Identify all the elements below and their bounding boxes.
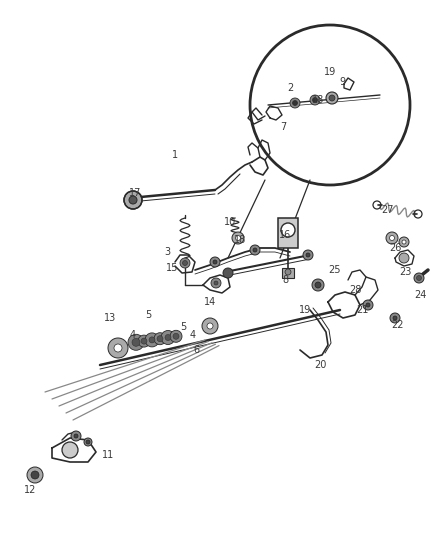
Text: 16: 16 <box>278 230 290 240</box>
Polygon shape <box>281 268 293 278</box>
Text: 15: 15 <box>166 263 178 273</box>
Text: 27: 27 <box>381 205 393 215</box>
Text: 26: 26 <box>388 243 400 253</box>
Circle shape <box>114 344 122 352</box>
Circle shape <box>213 281 218 285</box>
Text: 3: 3 <box>163 247 170 257</box>
Text: 12: 12 <box>24 485 36 495</box>
Text: 18: 18 <box>311 95 323 105</box>
Circle shape <box>309 95 319 105</box>
Circle shape <box>365 303 369 307</box>
Text: 23: 23 <box>398 267 410 277</box>
Circle shape <box>385 232 397 244</box>
Circle shape <box>398 237 408 247</box>
Circle shape <box>86 440 90 444</box>
Circle shape <box>314 282 320 288</box>
Circle shape <box>231 232 244 244</box>
Circle shape <box>145 333 159 347</box>
Circle shape <box>416 276 420 280</box>
Text: 14: 14 <box>203 297 215 307</box>
Circle shape <box>280 223 294 237</box>
Circle shape <box>165 335 171 341</box>
Circle shape <box>27 467 43 483</box>
Circle shape <box>389 313 399 323</box>
Circle shape <box>154 333 166 345</box>
Circle shape <box>212 260 216 264</box>
Text: 10: 10 <box>223 217 236 227</box>
Circle shape <box>302 250 312 260</box>
Circle shape <box>124 191 141 209</box>
Circle shape <box>74 434 78 438</box>
Circle shape <box>207 323 212 329</box>
Circle shape <box>311 279 323 291</box>
Circle shape <box>129 196 137 204</box>
Circle shape <box>132 338 140 346</box>
Text: 4: 4 <box>130 330 136 340</box>
Circle shape <box>305 253 309 257</box>
Circle shape <box>148 337 155 343</box>
Text: 28: 28 <box>348 285 360 295</box>
Circle shape <box>252 248 256 252</box>
Circle shape <box>223 268 233 278</box>
Text: 19: 19 <box>298 305 311 315</box>
Circle shape <box>141 338 147 344</box>
Circle shape <box>325 92 337 104</box>
Text: 21: 21 <box>355 305 367 315</box>
Circle shape <box>392 316 396 320</box>
Circle shape <box>292 101 297 106</box>
Circle shape <box>389 236 394 240</box>
Circle shape <box>180 258 190 268</box>
Circle shape <box>413 273 423 283</box>
Text: 19: 19 <box>323 67 336 77</box>
Text: 4: 4 <box>190 330 196 340</box>
Text: 13: 13 <box>104 313 116 323</box>
Circle shape <box>284 269 290 275</box>
Circle shape <box>161 330 175 344</box>
Circle shape <box>290 98 299 108</box>
Text: 18: 18 <box>233 235 246 245</box>
Text: 20: 20 <box>313 360 325 370</box>
Text: 1: 1 <box>172 150 178 160</box>
Text: 8: 8 <box>281 275 287 285</box>
Circle shape <box>84 438 92 446</box>
Circle shape <box>31 471 39 479</box>
Text: 17: 17 <box>128 188 141 198</box>
Circle shape <box>362 300 372 310</box>
Text: 5: 5 <box>180 322 186 332</box>
Text: 6: 6 <box>192 345 198 355</box>
Circle shape <box>182 261 187 265</box>
Text: 22: 22 <box>391 320 403 330</box>
Circle shape <box>211 278 220 288</box>
Circle shape <box>312 98 317 102</box>
Circle shape <box>398 253 408 263</box>
Text: 9: 9 <box>338 77 344 87</box>
Circle shape <box>128 334 144 350</box>
Circle shape <box>328 95 334 101</box>
Circle shape <box>71 431 81 441</box>
Circle shape <box>108 338 128 358</box>
Circle shape <box>209 257 219 267</box>
Text: 2: 2 <box>286 83 293 93</box>
Circle shape <box>235 236 240 240</box>
Circle shape <box>201 318 218 334</box>
Circle shape <box>138 335 150 347</box>
Circle shape <box>249 245 259 255</box>
Circle shape <box>62 442 78 458</box>
Text: 11: 11 <box>102 450 114 460</box>
Polygon shape <box>277 218 297 248</box>
Text: 7: 7 <box>279 122 286 132</box>
Circle shape <box>173 333 179 340</box>
Circle shape <box>401 240 405 244</box>
Text: 24: 24 <box>413 290 425 300</box>
Text: 5: 5 <box>145 310 151 320</box>
Circle shape <box>157 336 162 342</box>
Circle shape <box>170 330 182 342</box>
Text: 25: 25 <box>328 265 340 275</box>
